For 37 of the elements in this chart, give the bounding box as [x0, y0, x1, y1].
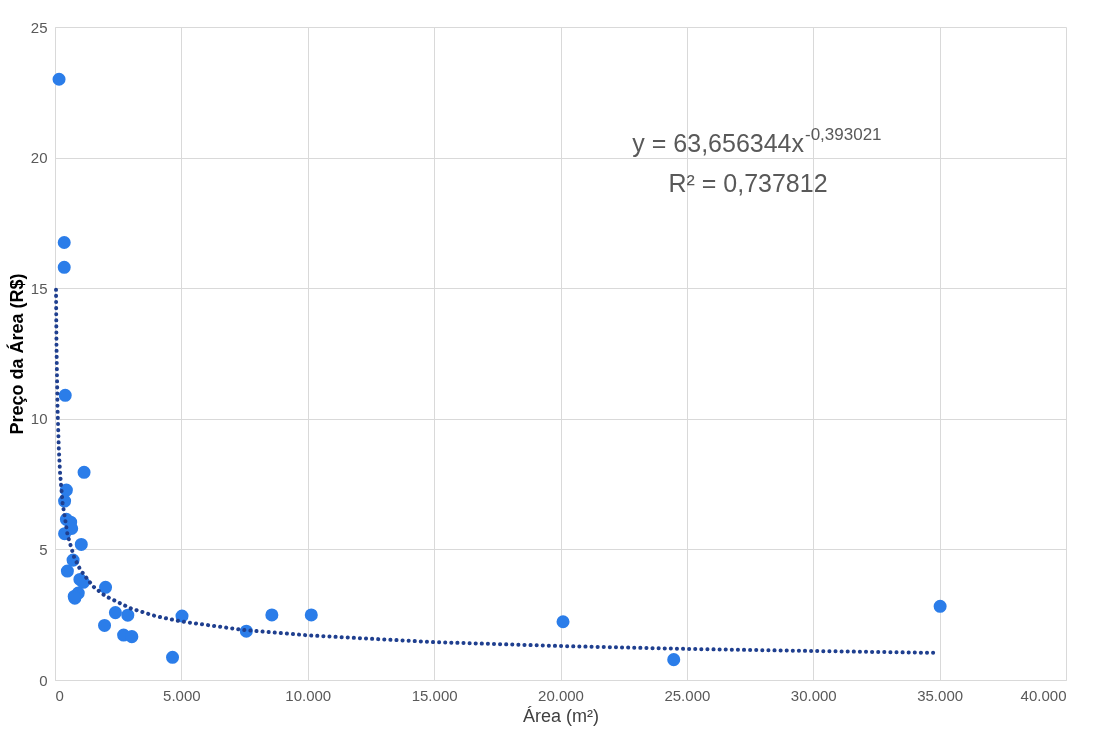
point: [58, 388, 72, 402]
point: [57, 235, 71, 249]
x-tick-label: 40.000: [1020, 686, 1067, 704]
point: [60, 564, 74, 578]
x-tick-label: 25.000: [664, 686, 711, 704]
point: [304, 608, 318, 622]
point: [57, 260, 71, 274]
y-axis-title: Preço da Área (R$): [5, 273, 27, 435]
y-tick-label: 0: [39, 671, 48, 689]
point: [74, 537, 88, 551]
point: [265, 608, 279, 622]
point: [166, 650, 180, 664]
x-tick-label: 0: [55, 686, 64, 704]
point: [121, 608, 135, 622]
x-tick-label: 35.000: [917, 686, 964, 704]
x-axis-title: Área (m²): [523, 705, 599, 726]
y-tick-label: 20: [30, 149, 48, 167]
point: [125, 630, 139, 644]
point: [108, 606, 122, 620]
line-series: [54, 287, 937, 655]
point: [933, 599, 947, 613]
y-tick-label: 5: [39, 540, 48, 558]
x-tick-label: 20.000: [538, 686, 584, 704]
x-tick-label: 15.000: [411, 686, 458, 704]
point: [98, 618, 112, 632]
x-tick-label: 30.000: [790, 686, 837, 704]
point: [77, 465, 91, 479]
y-tick-label: 15: [30, 279, 48, 297]
point: [99, 580, 113, 594]
y-tick-label: 10: [30, 410, 48, 428]
y-tick-label: 25: [30, 18, 48, 36]
point: [556, 615, 570, 629]
annotation: R² = 0,737812: [668, 169, 828, 197]
x-tick-label: 10.000: [285, 686, 332, 704]
point: [667, 653, 681, 667]
point: [52, 72, 66, 86]
x-tick-label: 5.000: [163, 686, 201, 704]
